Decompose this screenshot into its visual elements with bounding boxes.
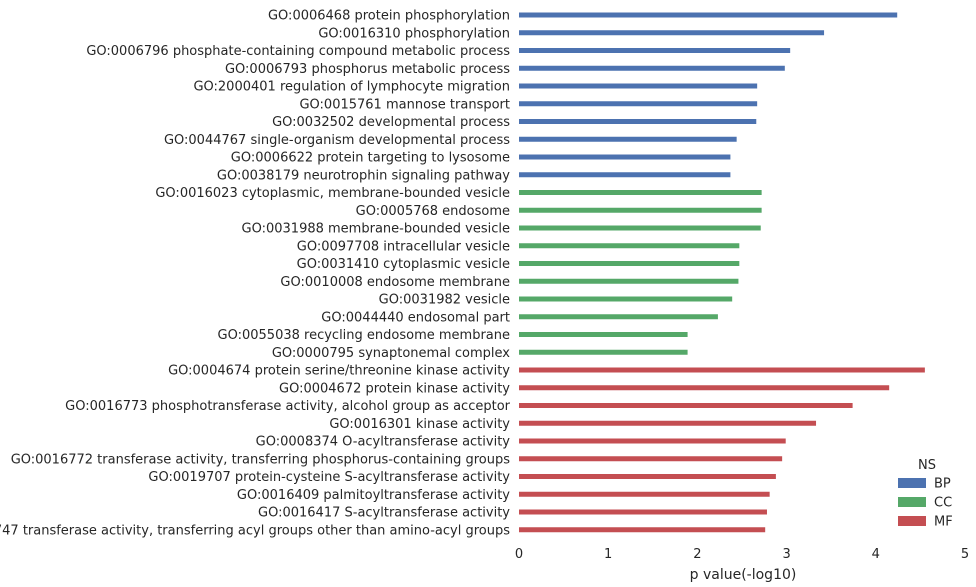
x-tick-label: 3 xyxy=(782,547,790,562)
bar xyxy=(519,527,766,533)
legend-swatch xyxy=(898,497,926,507)
x-axis-label: p value(-log10) xyxy=(690,567,797,583)
category-label: GO:2000401 regulation of lymphocyte migr… xyxy=(193,80,510,95)
bar xyxy=(519,101,758,107)
category-label: GO:0044440 endosomal part xyxy=(321,310,510,325)
category-label: GO:0031988 membrane-bounded vesicle xyxy=(242,222,510,237)
category-label: GO:0006622 protein targeting to lysosome xyxy=(231,151,510,166)
legend-swatch xyxy=(898,516,926,526)
bar xyxy=(519,65,785,71)
category-label: GO:0019707 protein-cysteine S-acyltransf… xyxy=(148,470,510,485)
category-label: GO:0004672 protein kinase activity xyxy=(279,381,510,396)
bar xyxy=(519,190,762,195)
category-label: GO:0005768 endosome xyxy=(356,204,510,219)
category-label: GO:0016409 palmitoyltransferase activity xyxy=(237,488,510,503)
legend-label: MF xyxy=(934,515,953,530)
bar xyxy=(519,136,737,142)
bar xyxy=(519,83,758,89)
bar xyxy=(519,420,817,426)
category-label: GO:0010008 endosome membrane xyxy=(280,275,510,290)
bar xyxy=(519,225,761,231)
x-axis-ticks: 0 1 2 3 4 5 xyxy=(515,547,969,562)
category-label: GO:0044767 single-organism developmental… xyxy=(164,133,510,148)
x-tick-label: 0 xyxy=(515,547,523,562)
bar xyxy=(519,119,757,124)
category-label: GO:0016417 S-acyltransferase activity xyxy=(258,506,510,521)
bar xyxy=(519,172,731,178)
category-label: GO:0015761 mannose transport xyxy=(299,97,510,112)
category-label: GO:0016310 phosphorylation xyxy=(318,26,510,41)
category-label: GO:0016301 kinase activity xyxy=(329,417,510,432)
x-tick-label: 4 xyxy=(872,547,880,562)
category-label: GO:0008374 O-acyltransferase activity xyxy=(256,435,511,450)
category-label: GO:0038179 neurotrophin signaling pathwa… xyxy=(217,168,510,183)
legend-label: BP xyxy=(934,477,951,492)
bar xyxy=(519,207,762,213)
bar xyxy=(519,491,770,497)
category-label: GO:0016773 phosphotransferase activity, … xyxy=(65,399,510,414)
bar xyxy=(519,456,783,462)
category-label: GO:0016747 transferase activity, transfe… xyxy=(0,523,510,538)
x-tick-label: 2 xyxy=(693,547,701,562)
bar xyxy=(519,243,740,249)
bars-group xyxy=(519,12,925,533)
category-label: GO:0004674 protein serine/threonine kina… xyxy=(168,364,510,379)
bar xyxy=(519,314,718,320)
category-label: GO:0000795 synaptonemal complex xyxy=(272,346,510,361)
legend: NS BP CC MF xyxy=(898,458,953,530)
bar xyxy=(519,509,767,515)
bar xyxy=(519,154,731,160)
legend-label: CC xyxy=(934,496,952,511)
bar xyxy=(519,367,925,373)
bar xyxy=(519,403,853,408)
bar xyxy=(519,278,739,284)
legend-swatch xyxy=(898,478,926,488)
bar xyxy=(519,48,791,53)
bar xyxy=(519,438,786,444)
bar xyxy=(519,296,733,302)
category-label: GO:0031982 vesicle xyxy=(379,293,510,308)
category-label: GO:0016023 cytoplasmic, membrane-bounded… xyxy=(155,186,510,201)
bar xyxy=(519,349,688,355)
bar xyxy=(519,261,740,266)
bar xyxy=(519,474,776,479)
x-tick-label: 5 xyxy=(961,547,969,562)
bar xyxy=(519,12,898,18)
category-label: GO:0006796 phosphate-containing compound… xyxy=(86,44,510,59)
category-label: GO:0016772 transferase activity, transfe… xyxy=(11,452,511,467)
x-tick-label: 1 xyxy=(604,547,612,562)
bar xyxy=(519,385,890,391)
category-label: GO:0031410 cytoplasmic vesicle xyxy=(297,257,510,272)
bar xyxy=(519,30,825,36)
category-label: GO:0097708 intracellular vesicle xyxy=(297,239,510,254)
bar xyxy=(519,332,688,337)
category-label: GO:0055038 recycling endosome membrane xyxy=(218,328,510,343)
category-label: GO:0006793 phosphorus metabolic process xyxy=(225,62,510,77)
category-labels: GO:0006468 protein phosphorylation GO:001… xyxy=(0,9,511,539)
legend-title: NS xyxy=(918,458,936,473)
category-label: GO:0006468 protein phosphorylation xyxy=(268,9,510,24)
category-label: GO:0032502 developmental process xyxy=(272,115,510,130)
